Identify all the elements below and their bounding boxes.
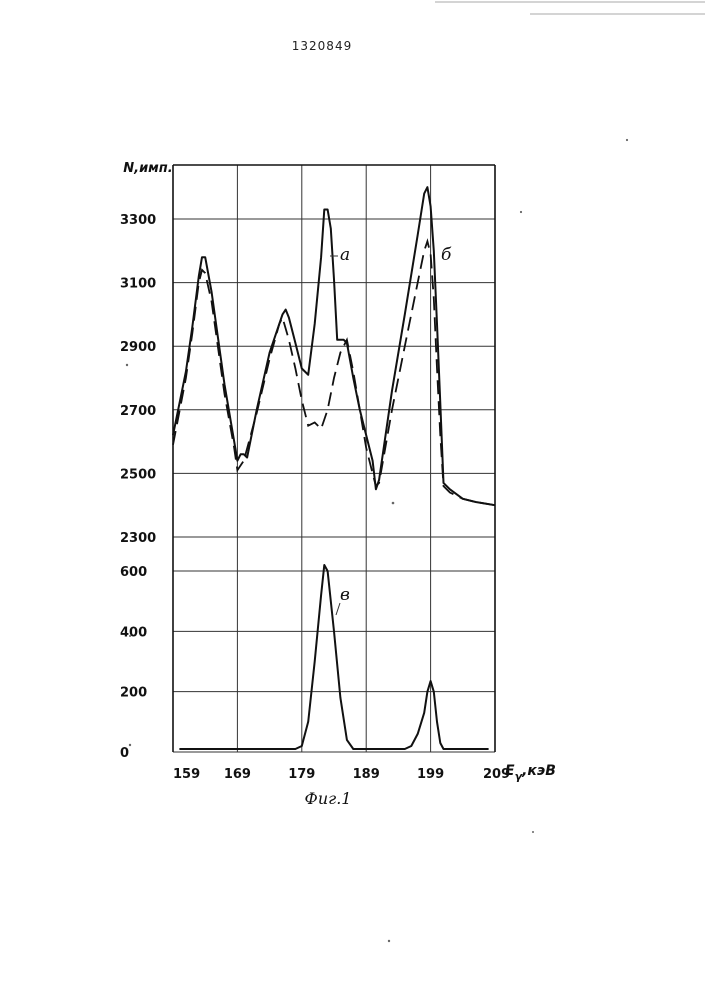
x-axis-label-symbol: E	[505, 763, 515, 779]
x-axis-label-unit: ,кэВ	[521, 763, 556, 779]
x-tick-label: 199	[417, 767, 444, 782]
upper-y-tick-label: 3300	[120, 213, 156, 228]
speck	[520, 211, 522, 213]
y-axis-label: N,имп.	[123, 161, 172, 176]
x-axis-label: Eγ,кэВ	[505, 763, 556, 783]
speck	[532, 831, 534, 833]
x-tick-label: 169	[224, 767, 251, 782]
series-label-b: б	[441, 245, 452, 265]
series-line-в	[179, 565, 488, 749]
upper-y-tick-label: 2500	[120, 467, 156, 482]
series-lines	[173, 187, 495, 749]
x-tick-labels: 159169179189199209	[173, 767, 510, 782]
series-label-a: а	[340, 245, 350, 265]
x-tick-label: 159	[173, 767, 200, 782]
lower-y-tick-label: 200	[120, 686, 147, 701]
series-label-v-leader	[336, 603, 340, 615]
upper-y-tick-label: 2300	[120, 531, 156, 546]
speck	[626, 139, 628, 141]
series-label-v: в	[340, 585, 350, 605]
speck	[388, 940, 390, 942]
x-tick-label: 189	[353, 767, 380, 782]
lower-y-tick-label: 0	[120, 746, 129, 761]
figure-caption: Фиг.1	[305, 789, 352, 808]
speck	[126, 364, 128, 366]
speck	[129, 635, 131, 637]
speck	[392, 502, 395, 505]
upper-y-tick-label: 2700	[120, 404, 156, 419]
patent-number: 1320849	[292, 39, 352, 53]
speck	[129, 744, 131, 746]
y-tick-labels: 2300 2500 2700 2900 3100 3300 0 200 400 600	[120, 213, 156, 761]
lower-y-tick-label: 400	[120, 625, 147, 640]
x-tick-label: 179	[288, 767, 315, 782]
upper-y-tick-label: 3100	[120, 277, 156, 292]
lower-y-tick-label: 600	[120, 565, 147, 580]
upper-y-tick-label: 2900	[120, 340, 156, 355]
